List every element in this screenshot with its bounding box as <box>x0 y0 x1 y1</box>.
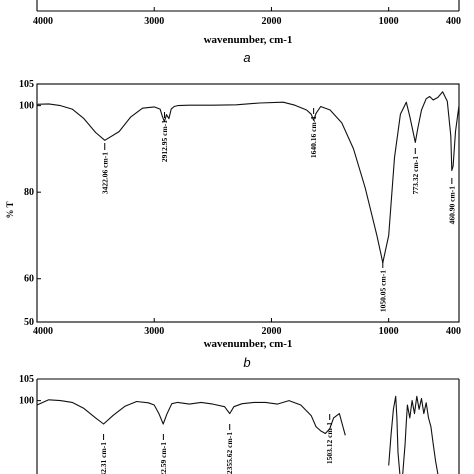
panel-b-x-tick-label: 2000 <box>261 326 281 337</box>
panel-c-y-tick-label: 105 <box>19 374 34 385</box>
panel-b-spectrum-line <box>36 91 460 264</box>
panel-c-spectrum-line-2 <box>388 395 439 474</box>
panel-c-y-tick-label: 100 <box>19 396 34 407</box>
panel-c: 105 100 3432.31 cm-1 2922.59 cm-1 2355.62 c… <box>19 374 460 474</box>
panel-b-peak-label: 773.32 cm-1 <box>411 156 420 195</box>
panel-c-y-ticks: 105 100 <box>19 374 41 407</box>
panel-b-peak-label: 460.90 cm-1 <box>447 186 456 225</box>
panel-b-y-axis-label: % T <box>5 201 15 218</box>
panel-a: 4000 3000 2000 1000 400 wavenumber, cm-1 a <box>33 0 461 65</box>
panel-c-peak-label: 3432.31 cm-1 <box>99 442 108 474</box>
panel-a-letter: a <box>243 50 250 65</box>
panel-a-x-tick-label: 3000 <box>144 16 164 27</box>
panel-b-frame <box>36 83 460 323</box>
panel-b-x-tick-label: 1000 <box>379 326 399 337</box>
panel-b-x-tick-label: 3000 <box>144 326 164 337</box>
panel-b-letter: b <box>243 355 250 370</box>
panel-b-y-tick-label: 100 <box>19 101 34 112</box>
panel-c-peak-label: 2922.59 cm-1 <box>159 442 168 474</box>
panel-a-x-tick-label: 1000 <box>379 16 399 27</box>
panel-b-peak-label: 2912.95 cm-1 <box>160 120 169 162</box>
panel-a-x-tick-label: 2000 <box>261 16 281 27</box>
panel-b-y-ticks: 105 100 80 60 50 <box>19 79 41 328</box>
panel-b-x-axis-label: wavenumber, cm-1 <box>204 338 293 350</box>
panel-b-y-tick-label: 50 <box>24 317 34 328</box>
panel-b-y-tick-label: 105 <box>19 79 34 90</box>
panel-c-peak-labels: 3432.31 cm-1 2922.59 cm-1 2355.62 cm-1 1503… <box>99 414 334 474</box>
panel-a-x-axis-label: wavenumber, cm-1 <box>204 34 293 46</box>
panel-a-x-ticks: 4000 3000 2000 1000 400 <box>33 7 461 27</box>
panel-c-peak-label: 2355.62 cm-1 <box>225 432 234 474</box>
panel-b-peak-label: 1050.05 cm-1 <box>378 270 387 312</box>
panel-b-peak-label: 3422.06 cm-1 <box>100 152 109 194</box>
panel-b-y-tick-label: 60 <box>24 274 34 285</box>
panel-b-x-ticks: 4000 3000 2000 1000 400 <box>33 318 461 337</box>
panel-b-peak-label: 1640.16 cm-1 <box>309 116 318 158</box>
panel-a-x-tick-label: 4000 <box>33 16 53 27</box>
panel-c-spectrum-line-1 <box>36 399 346 436</box>
panel-c-peak-label: 1503.12 cm-1 <box>325 422 334 464</box>
panel-a-x-tick-label: 400 <box>446 16 461 27</box>
panel-b-x-tick-label: 4000 <box>33 326 53 337</box>
panel-b-peak-labels: 3422.06 cm-1 2912.95 cm-1 1640.16 cm-1 1050… <box>100 108 456 312</box>
panel-b-y-tick-label: 80 <box>24 187 34 198</box>
panel-b: 4000 3000 2000 1000 400 105 100 80 60 50 3422.06… <box>5 79 461 370</box>
panel-b-x-tick-label: 400 <box>446 326 461 337</box>
